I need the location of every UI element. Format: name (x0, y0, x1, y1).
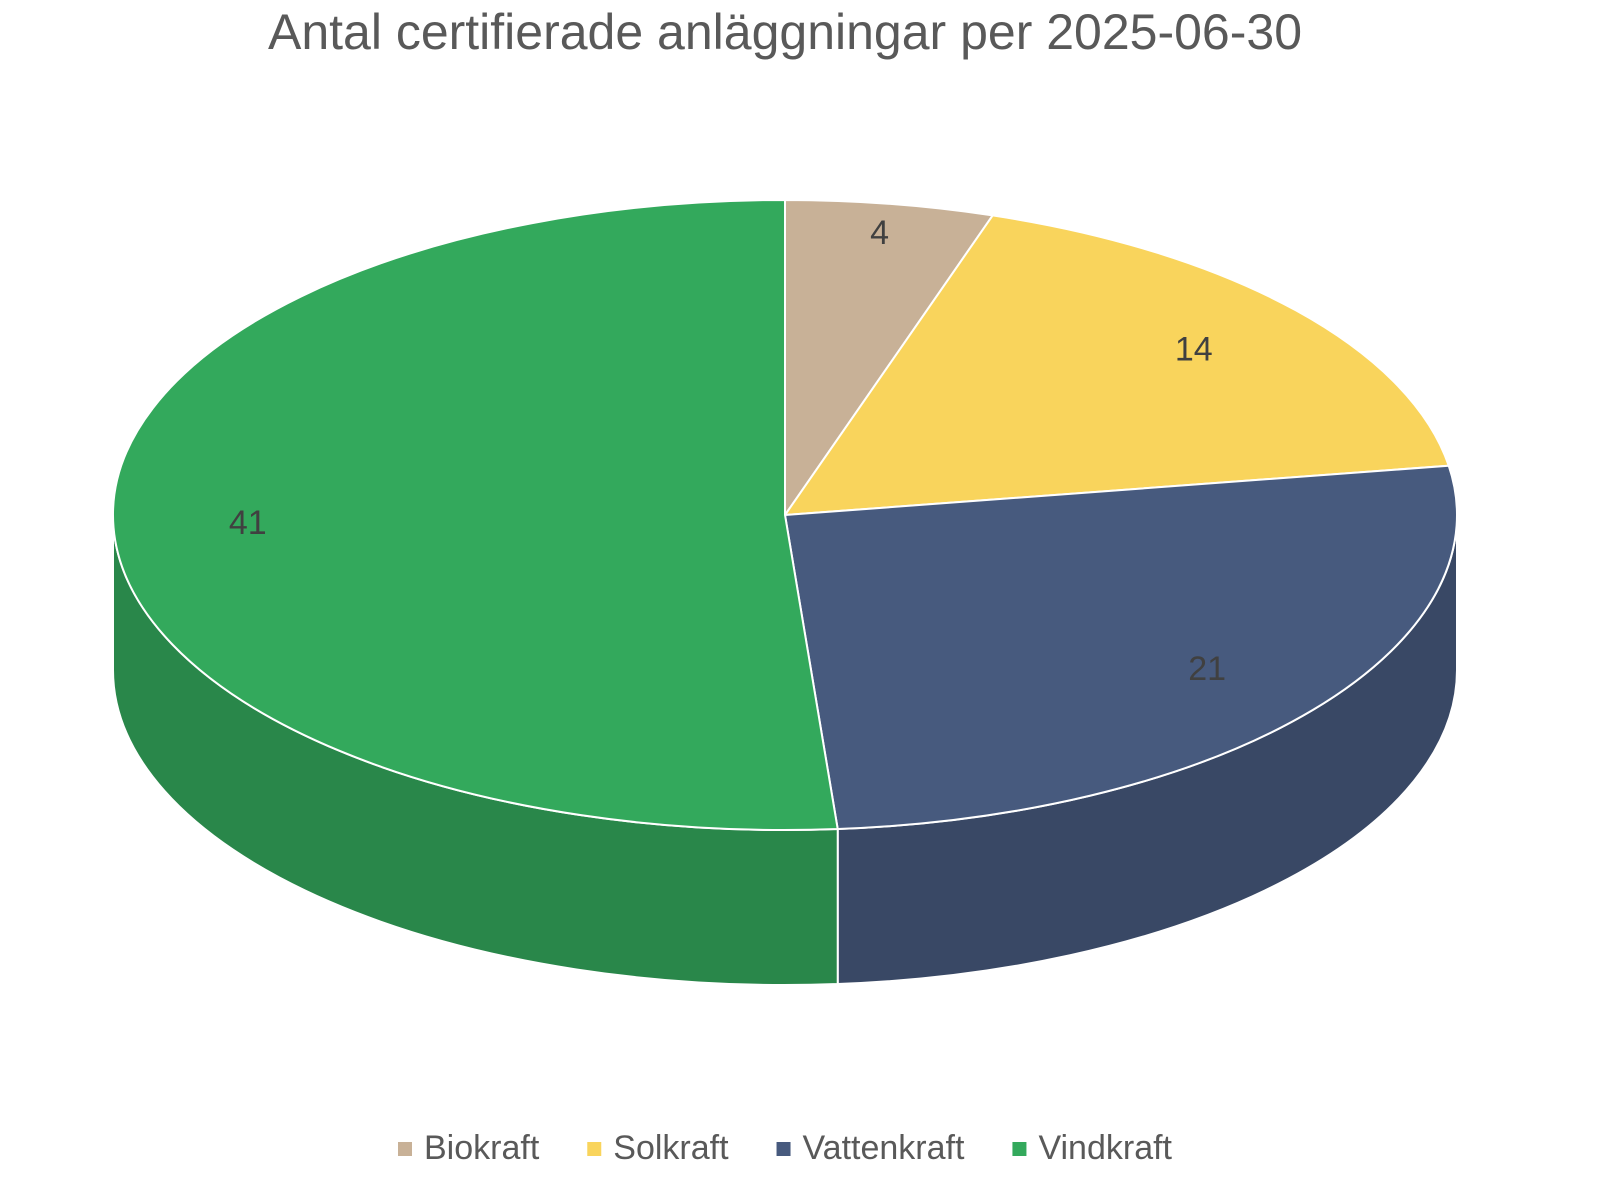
legend-swatch (776, 1142, 791, 1156)
data-label: 14 (1175, 330, 1213, 368)
legend: Biokraft Solkraft Vattenkraft Vindkraft (398, 1129, 1173, 1167)
legend-label: Vattenkraft (803, 1129, 965, 1167)
legend-label: Solkraft (613, 1129, 729, 1167)
data-labels: 4 14 21 41 (229, 214, 1226, 688)
pie-slice (783, 464, 1459, 831)
pie-slice (782, 214, 1451, 517)
pie-tops (112, 198, 1459, 831)
data-label: 21 (1188, 650, 1226, 688)
data-label: 41 (229, 504, 267, 542)
legend-swatch (1012, 1142, 1027, 1156)
legend-label: Vindkraft (1038, 1129, 1172, 1167)
legend-label: Biokraft (424, 1129, 540, 1167)
data-label: 4 (870, 214, 889, 252)
legend-swatch (587, 1142, 602, 1156)
pie-slice (784, 198, 995, 519)
pie-slice (112, 198, 839, 831)
legend-swatch (398, 1142, 412, 1156)
chart-title: Antal certifierade anläggningar per 2025… (268, 4, 1302, 60)
